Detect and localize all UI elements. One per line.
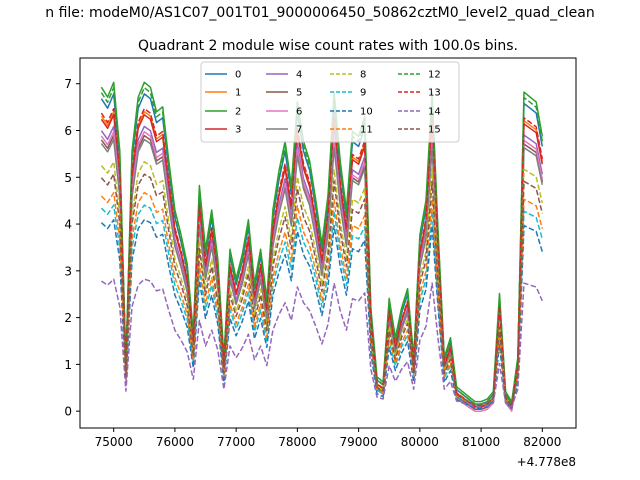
legend-label-7: 7 (296, 125, 302, 136)
x-tick-label: 77000 (217, 435, 255, 449)
y-tick-label: 5 (64, 171, 72, 185)
legend-label-12: 12 (428, 70, 441, 81)
legend-label-6: 6 (296, 107, 302, 118)
legend-label-0: 0 (235, 70, 241, 81)
plot-area (100, 81, 544, 412)
x-tick-label: 76000 (156, 435, 194, 449)
series-line-13 (100, 107, 544, 408)
x-offset-label: +4.778e8 (517, 455, 576, 469)
y-tick-label: 6 (64, 124, 72, 138)
x-axis: 75000 76000 77000 78000 79000 80000 81000 82000 (95, 428, 561, 449)
y-tick-label: 2 (64, 311, 72, 325)
y-axis: 0 1 2 3 4 5 6 7 (64, 77, 80, 419)
legend-label-15: 15 (428, 125, 441, 136)
legend-label-13: 13 (428, 88, 441, 99)
legend-label-5: 5 (296, 88, 302, 99)
legend-label-2: 2 (235, 107, 241, 118)
series-line-14 (100, 278, 543, 408)
chart-suptitle: n file: modeM0/AS1C07_001T01_9000006450_… (45, 5, 594, 21)
legend-label-1: 1 (235, 88, 241, 99)
x-tick-label: 75000 (95, 435, 133, 449)
x-tick-label: 81000 (462, 435, 500, 449)
legend-label-11: 11 (360, 125, 373, 136)
legend-label-10: 10 (360, 107, 373, 118)
y-tick-label: 4 (64, 218, 72, 232)
legend-label-9: 9 (360, 88, 366, 99)
legend-box (200, 61, 460, 143)
legend-label-8: 8 (360, 70, 366, 81)
y-tick-label: 1 (64, 358, 72, 372)
legend-label-14: 14 (428, 107, 441, 118)
y-tick-label: 7 (64, 77, 72, 91)
x-tick-label: 79000 (340, 435, 378, 449)
legend-label-4: 4 (296, 70, 302, 81)
chart-title: Quadrant 2 module wise count rates with … (138, 38, 518, 54)
x-tick-label: 82000 (523, 435, 561, 449)
series-line-10 (100, 219, 544, 410)
legend-label-3: 3 (235, 125, 241, 136)
x-tick-label: 80000 (401, 435, 439, 449)
series-line-11 (100, 191, 544, 407)
series-line-15 (100, 173, 544, 407)
y-tick-label: 0 (64, 405, 72, 419)
series-line-12 (100, 86, 544, 405)
axes-frame (79, 57, 577, 429)
y-tick-label: 3 (64, 264, 72, 278)
x-tick-label: 78000 (278, 435, 316, 449)
